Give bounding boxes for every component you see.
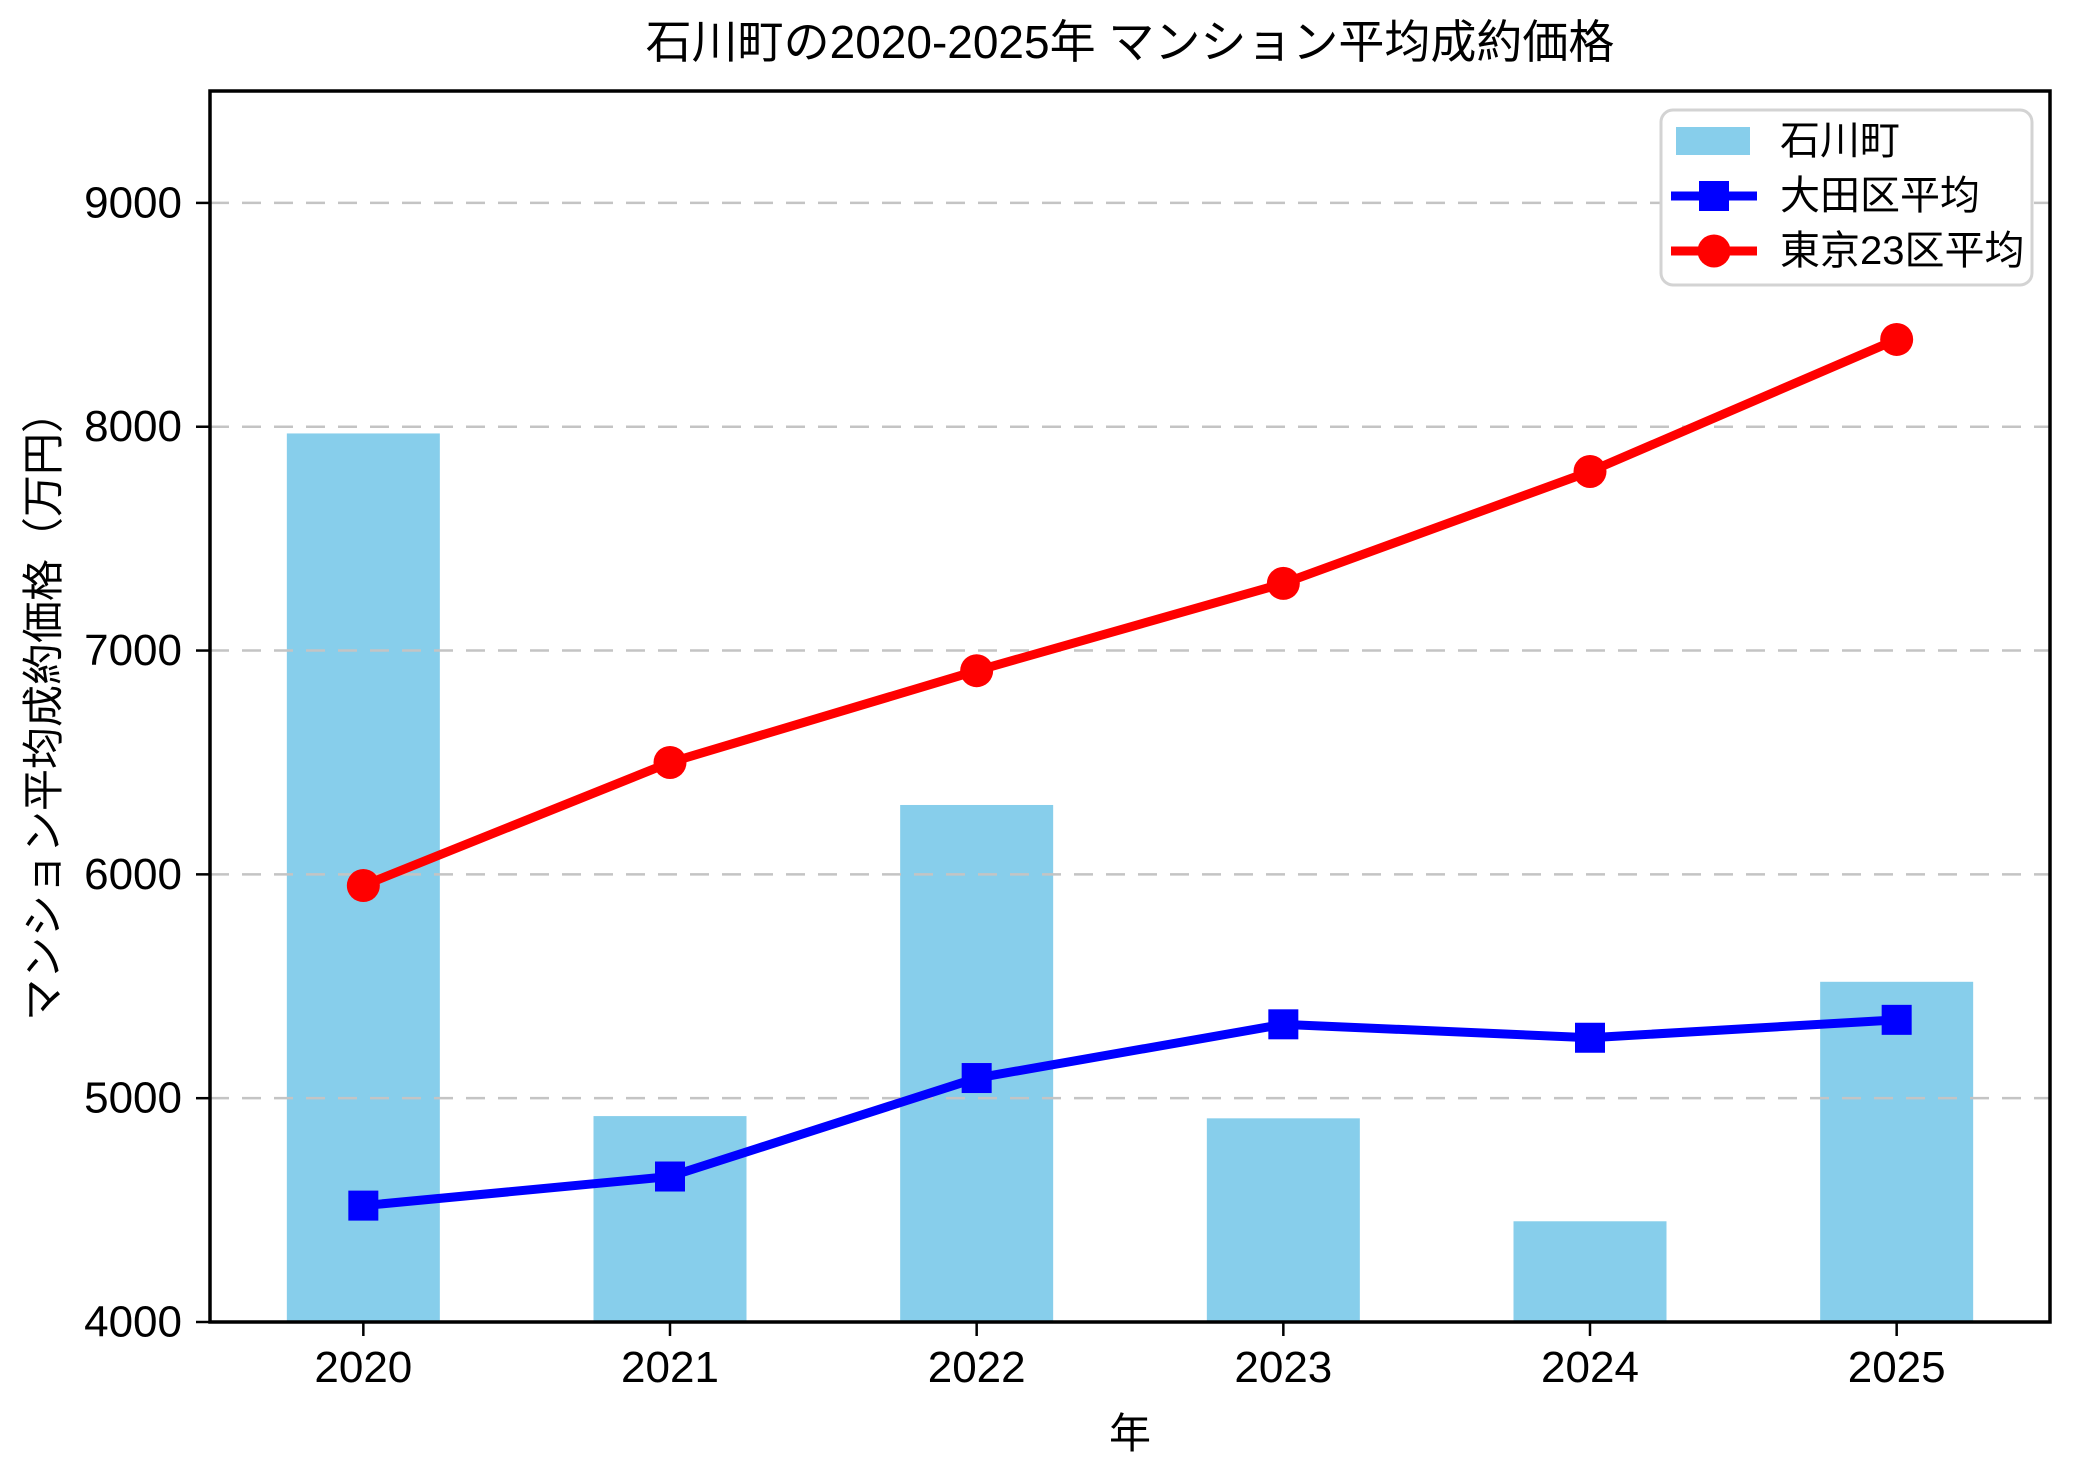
chart-title: 石川町の2020-2025年 マンション平均成約価格	[646, 16, 1615, 68]
bar-series-group	[286, 433, 1974, 1323]
legend-label: 石川町	[1780, 119, 1900, 163]
marker-東京23区平均-2023	[1266, 566, 1300, 600]
x-tick-label: 2025	[1848, 1343, 1946, 1392]
y-tick-label: 7000	[84, 626, 182, 675]
x-tick-label: 2022	[928, 1343, 1026, 1392]
bar-2025	[1820, 981, 1974, 1322]
x-tick-label: 2021	[621, 1343, 719, 1392]
legend-swatch-bar	[1676, 127, 1750, 155]
marker-東京23区平均-2020	[346, 869, 380, 903]
legend-swatch-marker	[1699, 181, 1729, 211]
y-tick-label: 9000	[84, 178, 182, 227]
y-tick-label: 6000	[84, 850, 182, 899]
x-tick-label: 2023	[1234, 1343, 1332, 1392]
y-tick-label: 8000	[84, 402, 182, 451]
legend-swatch-marker	[1697, 234, 1731, 268]
marker-大田区平均-2021	[655, 1161, 685, 1192]
marker-東京23区平均-2025	[1880, 322, 1914, 356]
gridlines-group	[210, 201, 2050, 1324]
legend-label: 大田区平均	[1780, 174, 1980, 218]
plot-border	[208, 89, 2052, 1324]
x-tick-label: 2020	[314, 1343, 412, 1392]
marker-大田区平均-2022	[961, 1063, 992, 1094]
x-axis-label: 年	[1109, 1410, 1151, 1457]
bar-2024	[1513, 1221, 1667, 1322]
axes-group	[196, 89, 2052, 1336]
bar-2023	[1206, 1118, 1360, 1322]
marker-東京23区平均-2021	[653, 745, 687, 779]
line-東京23区平均	[361, 335, 1899, 890]
marker-大田区平均-2024	[1575, 1022, 1605, 1053]
tick-labels-group: 4000 5000 6000 7000 8000 9000 2020 2021 2022 2023…	[84, 178, 1946, 1392]
y-tick-label: 5000	[84, 1074, 182, 1123]
legend-label: 東京23区平均	[1780, 229, 2025, 273]
legend-box	[1659, 108, 2034, 287]
marker-大田区平均-2023	[1268, 1009, 1299, 1040]
marker-東京23区平均-2024	[1573, 454, 1607, 488]
line-series-group	[346, 322, 1914, 1221]
y-tick-label: 4000	[84, 1298, 182, 1347]
line-大田区平均	[362, 1015, 1897, 1211]
marker-大田区平均-2025	[1881, 1004, 1912, 1035]
x-tick-label: 2024	[1541, 1343, 1639, 1392]
y-axis-label: マンション平均成約価格（万円）	[20, 391, 67, 1021]
bar-2021	[593, 1116, 747, 1322]
marker-東京23区平均-2022	[960, 654, 994, 688]
marker-大田区平均-2020	[348, 1190, 379, 1221]
